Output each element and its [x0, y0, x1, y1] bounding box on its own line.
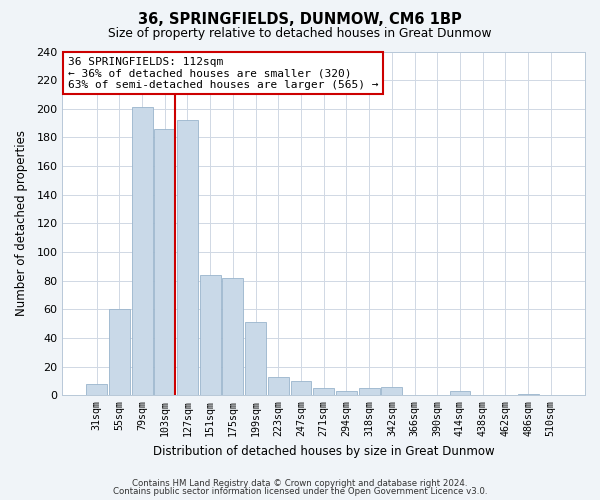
Bar — [336, 391, 357, 396]
Bar — [177, 120, 198, 396]
Bar — [290, 381, 311, 396]
Bar — [154, 129, 175, 396]
Bar — [200, 275, 221, 396]
Text: 36, SPRINGFIELDS, DUNMOW, CM6 1BP: 36, SPRINGFIELDS, DUNMOW, CM6 1BP — [138, 12, 462, 28]
Bar — [359, 388, 380, 396]
Y-axis label: Number of detached properties: Number of detached properties — [15, 130, 28, 316]
Bar — [131, 108, 152, 396]
Text: Size of property relative to detached houses in Great Dunmow: Size of property relative to detached ho… — [108, 28, 492, 40]
Bar — [86, 384, 107, 396]
Bar — [382, 386, 402, 396]
Text: Contains public sector information licensed under the Open Government Licence v3: Contains public sector information licen… — [113, 487, 487, 496]
X-axis label: Distribution of detached houses by size in Great Dunmow: Distribution of detached houses by size … — [153, 444, 494, 458]
Bar — [449, 391, 470, 396]
Bar — [313, 388, 334, 396]
Bar — [109, 310, 130, 396]
Bar — [245, 322, 266, 396]
Bar — [518, 394, 539, 396]
Bar — [268, 376, 289, 396]
Bar — [223, 278, 244, 396]
Text: Contains HM Land Registry data © Crown copyright and database right 2024.: Contains HM Land Registry data © Crown c… — [132, 478, 468, 488]
Text: 36 SPRINGFIELDS: 112sqm
← 36% of detached houses are smaller (320)
63% of semi-d: 36 SPRINGFIELDS: 112sqm ← 36% of detache… — [68, 56, 378, 90]
